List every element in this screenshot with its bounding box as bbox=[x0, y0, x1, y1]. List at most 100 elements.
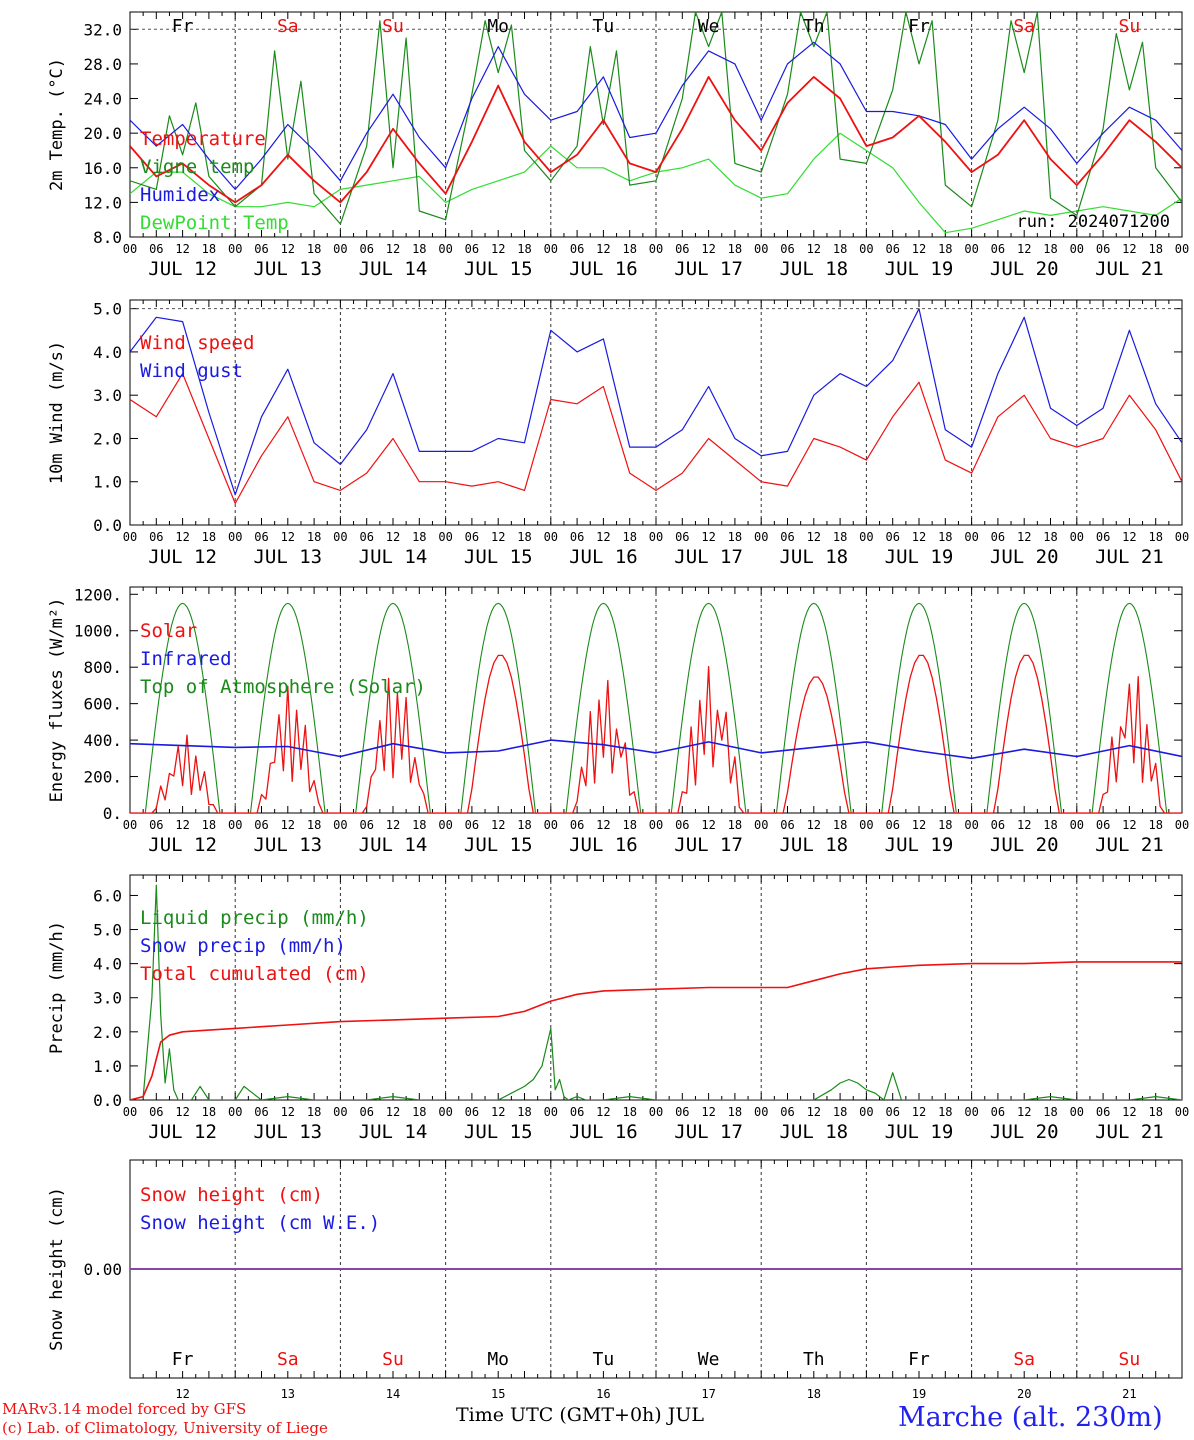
hour-tick-label: 00 bbox=[859, 242, 873, 256]
hour-tick-label: 06 bbox=[570, 242, 584, 256]
y-tick-label: 2.0 bbox=[93, 1023, 122, 1042]
date-label: JUL 21 bbox=[1095, 834, 1164, 856]
y-tick-label: 24.0 bbox=[83, 90, 122, 109]
date-label: JUL 13 bbox=[253, 834, 322, 856]
hour-tick-label: 12 bbox=[1122, 818, 1136, 832]
hour-tick-label: 18 bbox=[1148, 1105, 1162, 1119]
y-tick-label: 1.0 bbox=[93, 1057, 122, 1076]
hour-tick-label: 06 bbox=[885, 530, 899, 544]
hour-tick-label: 00 bbox=[438, 818, 452, 832]
hour-tick-label: 06 bbox=[885, 818, 899, 832]
hour-tick-label: 18 bbox=[412, 818, 426, 832]
date-label: JUL 21 bbox=[1095, 258, 1164, 280]
hour-tick-label: 00 bbox=[964, 818, 978, 832]
hour-tick-label: 18 bbox=[1043, 1105, 1057, 1119]
hour-tick-label: 18 bbox=[833, 818, 847, 832]
hour-tick-label: 18 bbox=[1043, 818, 1057, 832]
hour-tick-label: 00 bbox=[649, 242, 663, 256]
y-tick-label: 32.0 bbox=[83, 20, 122, 39]
y-tick-label: 28.0 bbox=[83, 55, 122, 74]
y-tick-label: 3.0 bbox=[93, 386, 122, 405]
y-axis-label: Snow height (cm) bbox=[47, 1187, 67, 1351]
hour-tick-label: 00 bbox=[544, 242, 558, 256]
series-wind-gust bbox=[130, 308, 1182, 496]
hour-tick-label: 18 bbox=[202, 530, 216, 544]
hour-tick-label: 18 bbox=[412, 530, 426, 544]
day-number-label: 14 bbox=[386, 1387, 400, 1401]
day-number-label: 15 bbox=[491, 1387, 505, 1401]
y-tick-label: 5.0 bbox=[93, 921, 122, 940]
hour-tick-label: 18 bbox=[307, 242, 321, 256]
weekday-label: Su bbox=[1119, 16, 1141, 37]
x-axis-title: Time UTC (GMT+0h) JUL bbox=[456, 1404, 704, 1426]
hour-tick-label: 12 bbox=[281, 818, 295, 832]
day-number-label: 17 bbox=[701, 1387, 715, 1401]
hour-tick-label: 12 bbox=[386, 1105, 400, 1119]
date-label: JUL 12 bbox=[148, 546, 217, 568]
series-temperature bbox=[130, 76, 1182, 204]
hour-tick-label: 12 bbox=[491, 818, 505, 832]
energy-series bbox=[130, 602, 1182, 813]
date-label: JUL 19 bbox=[885, 1121, 954, 1143]
hour-tick-label: 18 bbox=[412, 242, 426, 256]
hour-tick-label: 06 bbox=[359, 530, 373, 544]
date-label: JUL 18 bbox=[779, 258, 848, 280]
hour-tick-label: 18 bbox=[728, 818, 742, 832]
hour-tick-label: 00 bbox=[333, 818, 347, 832]
hour-tick-label: 18 bbox=[728, 530, 742, 544]
hour-tick-label: 00 bbox=[754, 530, 768, 544]
hour-tick-label: 06 bbox=[1096, 242, 1110, 256]
hour-tick-label: 12 bbox=[701, 818, 715, 832]
y-tick-label: 600. bbox=[83, 695, 122, 714]
y-tick-label: 12.0 bbox=[83, 193, 122, 212]
hour-tick-label: 00 bbox=[333, 530, 347, 544]
hour-tick-label: 06 bbox=[149, 818, 163, 832]
weekday-label: Mo bbox=[487, 1349, 509, 1370]
legend-entry: Snow precip (mm/h) bbox=[140, 935, 346, 957]
hour-tick-label: 06 bbox=[359, 1105, 373, 1119]
date-label: JUL 13 bbox=[253, 258, 322, 280]
temp-panel: 8.0 12.0 16.0 20.0 24.0 28.0 32.0 2m Temp. (°C)… bbox=[47, 11, 1189, 280]
hour-tick-label: 00 bbox=[123, 1105, 137, 1119]
hour-tick-label: 00 bbox=[754, 1105, 768, 1119]
date-label: JUL 14 bbox=[359, 1121, 428, 1143]
date-label: JUL 16 bbox=[569, 258, 638, 280]
hour-tick-label: 12 bbox=[596, 818, 610, 832]
hour-tick-label: 18 bbox=[1148, 242, 1162, 256]
hour-tick-label: 00 bbox=[228, 530, 242, 544]
date-label: JUL 13 bbox=[253, 546, 322, 568]
hour-tick-label: 00 bbox=[964, 242, 978, 256]
y-tick-label: 800. bbox=[83, 658, 122, 677]
y-tick-label: 1200. bbox=[74, 585, 122, 604]
hour-tick-label: 18 bbox=[728, 1105, 742, 1119]
hour-tick-label: 06 bbox=[149, 530, 163, 544]
hour-tick-label: 00 bbox=[228, 1105, 242, 1119]
hour-tick-label: 00 bbox=[649, 818, 663, 832]
station-label: Marche (alt. 230m) bbox=[898, 1402, 1163, 1433]
hour-tick-label: 12 bbox=[596, 1105, 610, 1119]
y-tick-label: 8.0 bbox=[93, 228, 122, 247]
hour-tick-label: 06 bbox=[465, 818, 479, 832]
hour-tick-label: 12 bbox=[807, 242, 821, 256]
weekday-label: We bbox=[698, 1349, 720, 1370]
hour-tick-label: 00 bbox=[1175, 242, 1189, 256]
hour-tick-label: 18 bbox=[622, 818, 636, 832]
weekday-label: Fr bbox=[908, 16, 930, 37]
hour-tick-label: 12 bbox=[491, 530, 505, 544]
y-tick-label: 1000. bbox=[74, 622, 122, 641]
hour-tick-label: 18 bbox=[938, 530, 952, 544]
hour-tick-label: 06 bbox=[780, 530, 794, 544]
hour-tick-label: 00 bbox=[438, 242, 452, 256]
date-label: JUL 18 bbox=[779, 546, 848, 568]
hour-tick-label: 06 bbox=[991, 818, 1005, 832]
hour-tick-label: 06 bbox=[254, 1105, 268, 1119]
hour-tick-label: 06 bbox=[675, 818, 689, 832]
date-label: JUL 12 bbox=[148, 834, 217, 856]
date-label: JUL 19 bbox=[885, 834, 954, 856]
hour-tick-label: 06 bbox=[780, 818, 794, 832]
hour-tick-label: 06 bbox=[570, 530, 584, 544]
date-label: JUL 17 bbox=[674, 258, 743, 280]
hour-tick-label: 00 bbox=[754, 818, 768, 832]
hour-tick-label: 12 bbox=[912, 818, 926, 832]
